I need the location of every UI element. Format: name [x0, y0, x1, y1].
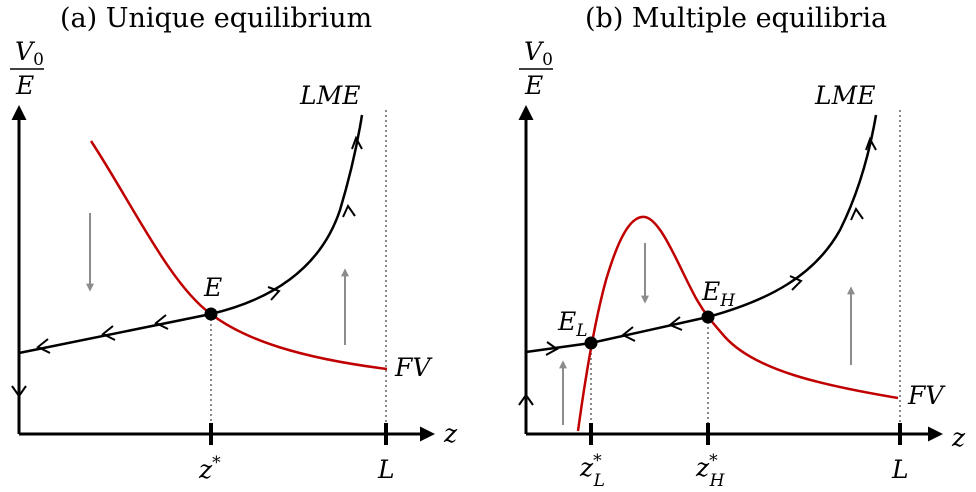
panel-b-lme-chevron-6	[865, 136, 877, 151]
panel-b-y-label-denominator: E	[524, 71, 543, 100]
panel-b-lme-chevron-5	[850, 206, 864, 221]
panel-b-fv-curve	[576, 215, 899, 432]
panel-b-lme-chevron-1	[545, 341, 559, 356]
panel-a-x-label: z	[443, 419, 458, 448]
panel-b-tick-label-L: L	[891, 455, 909, 484]
panel-b-lme-chevron-2	[621, 326, 636, 342]
panel-a-lme-chevron-6	[351, 135, 363, 150]
panel-b-point-low-label: EL	[557, 307, 588, 341]
panel-b-x-label: z	[951, 423, 966, 452]
panel-a-lme-curve	[18, 114, 364, 355]
panel-b-title: (b) Multiple equilibria	[585, 3, 887, 34]
panel-b-lme-chevron-4	[789, 275, 803, 291]
panel-b-tick-label-zl: z* L	[579, 451, 605, 491]
panel-b-equilibrium-high	[701, 310, 715, 324]
panel-a: (a) Unique equilibrium V0 E z z* L FV LM…	[10, 3, 458, 484]
panel-a-lme-label: LME	[299, 81, 360, 110]
panel-a-lme-chevron-3	[154, 314, 169, 330]
panel-a-tick-label-zstar: z*	[198, 453, 221, 484]
panel-b-lme-curve	[525, 114, 878, 354]
panel-b-lme-chevron-3	[668, 316, 683, 331]
panel-b-axis-chevron	[518, 393, 534, 406]
panel-a-lme-chevron-5	[342, 203, 356, 218]
panel-a-lme-chevron-2	[101, 325, 116, 341]
panel-a-lme-chevron-4	[267, 286, 281, 301]
panel-a-point-label: E	[203, 273, 222, 302]
panel-b-tick-label-zh: z* H	[695, 451, 726, 491]
panel-a-fv-label: FV	[394, 353, 433, 382]
panel-b-fv-label: FV	[907, 381, 946, 410]
panel-a-y-label-denominator: E	[15, 71, 34, 100]
panel-a-tick-label-L: L	[377, 455, 395, 484]
panel-b-y-label-numerator: V0	[524, 37, 553, 70]
panel-a-axis-chevron	[11, 385, 27, 398]
panel-a-lme-chevron-1	[36, 338, 51, 354]
panel-b-lme-label: LME	[814, 81, 875, 110]
panel-a-equilibrium-point	[204, 307, 218, 321]
panel-a-fv-curve	[89, 140, 388, 371]
panel-a-y-label-numerator: V0	[15, 37, 44, 70]
panel-b: (b) Multiple equilibria V0 E z z* L z* H L…	[518, 3, 966, 491]
panel-a-title: (a) Unique equilibrium	[60, 3, 372, 34]
panel-b-point-high-label: EH	[701, 277, 736, 311]
panel-b-equilibrium-low	[584, 336, 598, 350]
